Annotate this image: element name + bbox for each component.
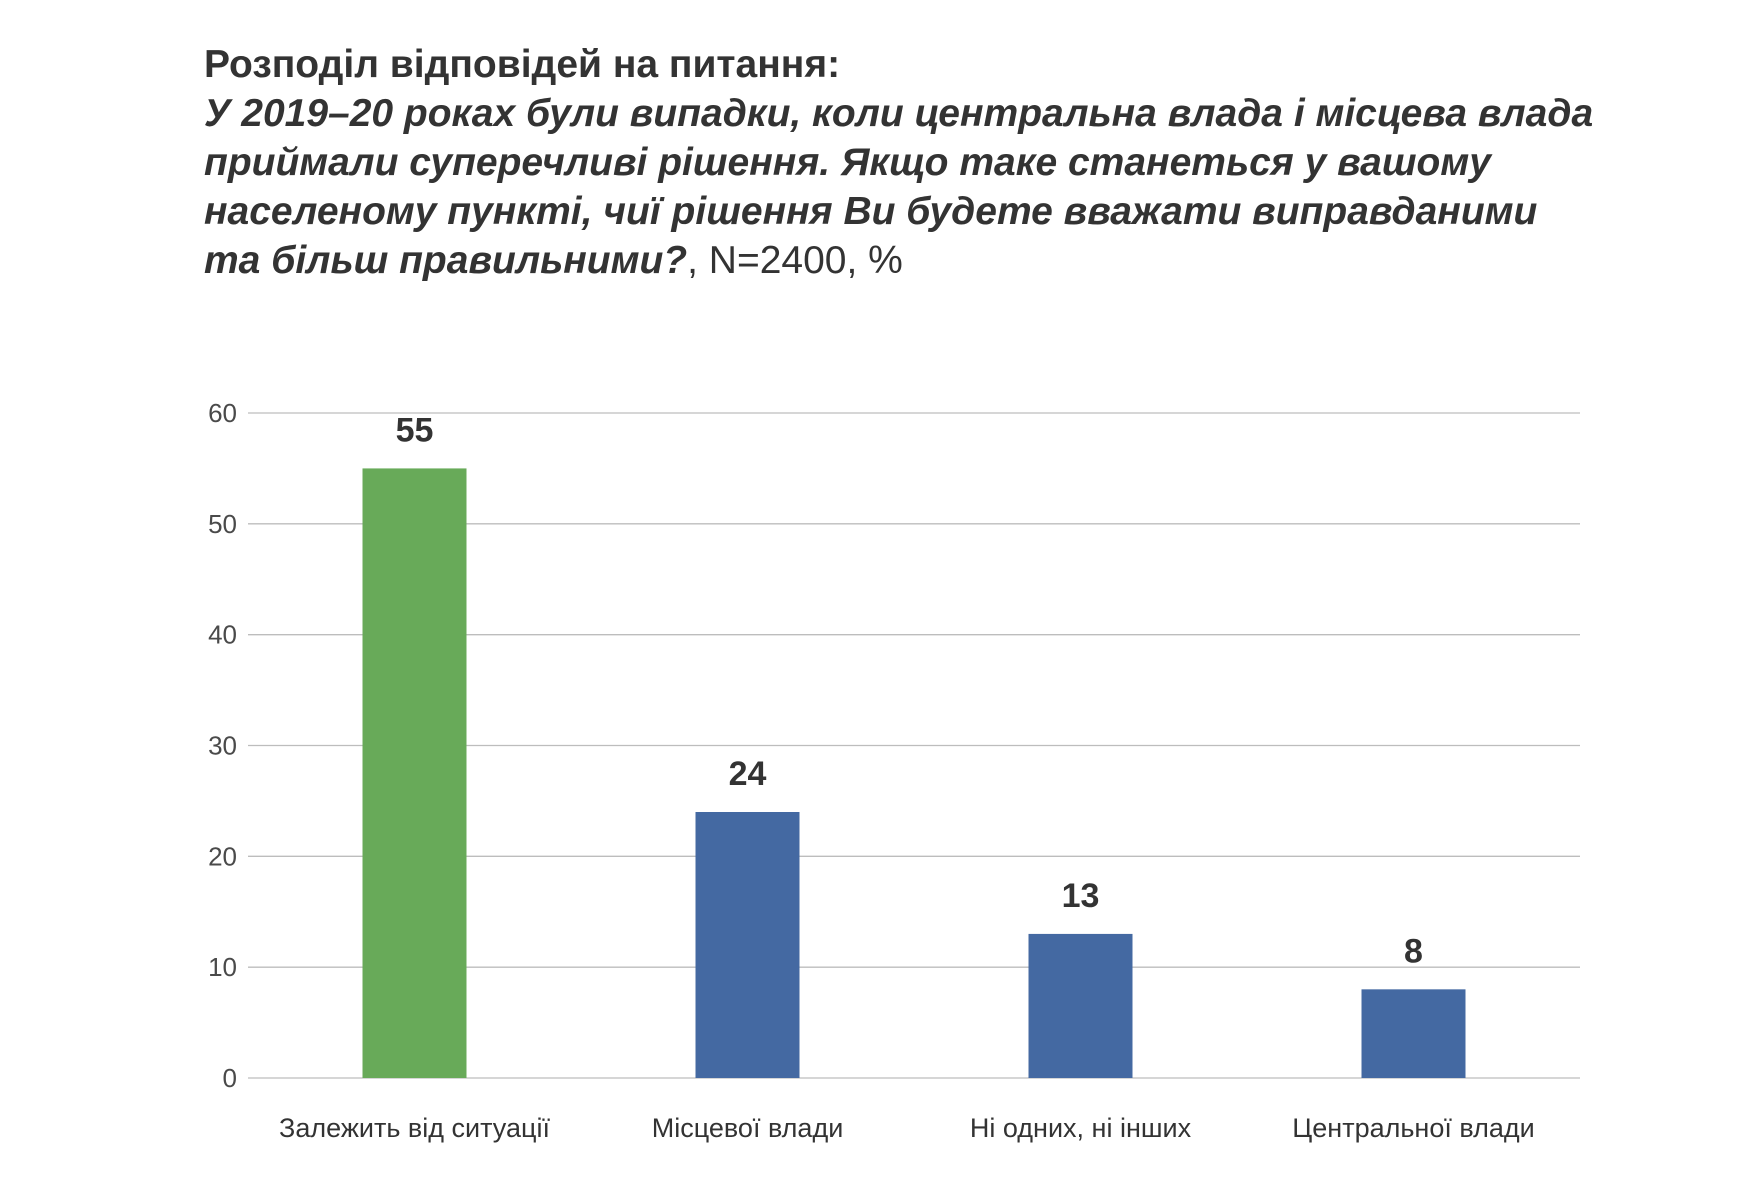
bar-3	[1028, 933, 1133, 1078]
y-tick-label: 20	[208, 841, 237, 871]
chart-question: У 2019–20 роках були випадки, коли центр…	[204, 92, 1594, 282]
y-tick-label: 10	[208, 952, 237, 982]
chart-title: Розподіл відповідей на питання:	[204, 43, 841, 86]
y-tick-label: 50	[208, 509, 237, 539]
data-label: 8	[1404, 932, 1423, 970]
y-tick-label: 30	[208, 731, 237, 761]
data-label: 55	[396, 411, 434, 449]
y-tick-label: 40	[208, 620, 237, 650]
data-label: 13	[1062, 877, 1100, 915]
category-label: Центральної влади	[1292, 1113, 1534, 1143]
chart-title-block: Розподіл відповідей на питання: У 2019–2…	[204, 40, 1604, 285]
data-label: 24	[729, 755, 767, 793]
category-label: Ні одних, ні інших	[970, 1113, 1192, 1143]
category-label: Залежить від ситуації	[279, 1113, 550, 1143]
y-tick-label: 60	[208, 398, 237, 428]
bar-2	[695, 812, 800, 1078]
chart-sample-note: , N=2400, %	[687, 239, 903, 282]
bar-4	[1361, 989, 1466, 1078]
y-tick-label: 0	[223, 1063, 237, 1093]
category-label: Місцевої влади	[652, 1113, 844, 1143]
bar-1	[362, 468, 467, 1079]
